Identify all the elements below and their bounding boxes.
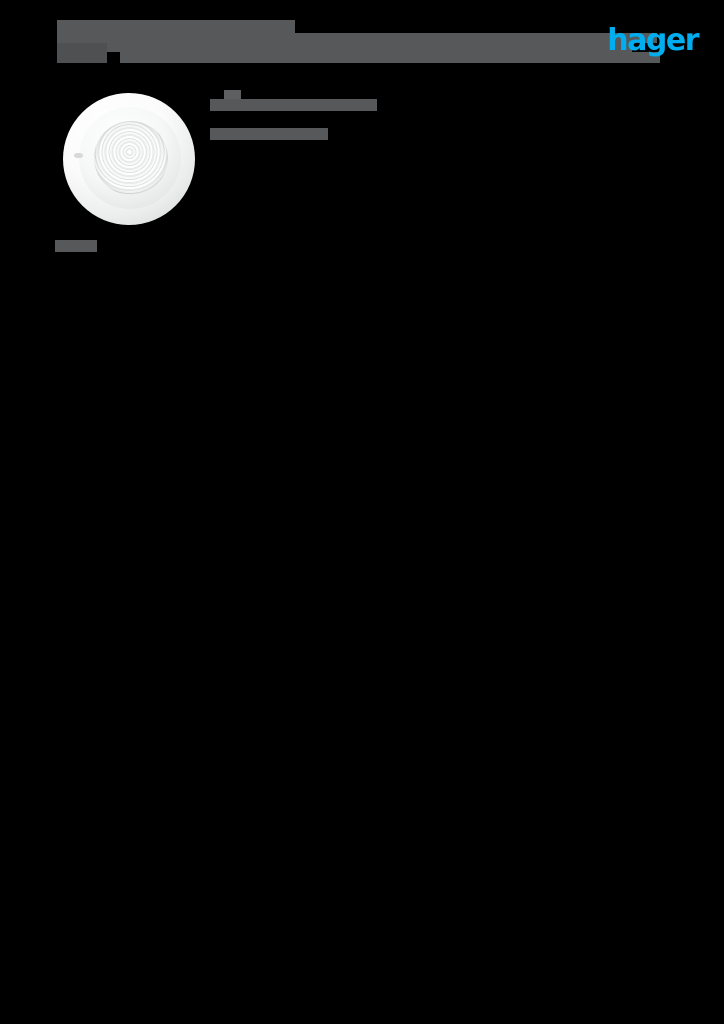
row-indent bbox=[0, 206, 8, 211]
section-icon bbox=[224, 90, 241, 99]
header-subtitle-line bbox=[107, 43, 632, 52]
footer-gap bbox=[0, 433, 14, 441]
footer-gap bbox=[0, 451, 170, 477]
footer-gap bbox=[0, 409, 10, 418]
hager-logo-text: hager bbox=[607, 23, 699, 58]
page-header: hager bbox=[0, 0, 724, 78]
detector-fresnel-lens bbox=[94, 121, 168, 195]
table-row bbox=[0, 317, 474, 343]
header-subtitle-left bbox=[57, 43, 107, 63]
section-subheading bbox=[210, 128, 328, 140]
row-indent bbox=[0, 111, 8, 116]
footer-gap bbox=[0, 395, 22, 409]
footer-url-box[interactable]: www.hager.com/gr bbox=[0, 503, 724, 521]
table-row bbox=[0, 295, 474, 317]
hager-logo: hager bbox=[602, 23, 699, 58]
detector-notch bbox=[74, 153, 83, 158]
product-figure bbox=[55, 88, 203, 258]
footer-gap bbox=[0, 418, 14, 425]
footer-gap bbox=[0, 477, 8, 503]
footer-gap bbox=[0, 343, 117, 369]
footer-gap bbox=[0, 441, 26, 451]
header-subtitle-line-2 bbox=[120, 52, 660, 63]
product-photo-presence-detector bbox=[63, 93, 195, 225]
row-leader bbox=[0, 301, 326, 307]
page-footer: www.hager.com/gr bbox=[0, 343, 724, 521]
section-heading bbox=[210, 99, 377, 111]
footer-url-text[interactable]: www.hager.com/gr bbox=[0, 503, 132, 520]
footer-gap bbox=[0, 425, 12, 433]
table-row bbox=[0, 253, 474, 295]
row-indent bbox=[0, 170, 8, 176]
header-title bbox=[57, 20, 295, 36]
footer-gap bbox=[0, 369, 10, 395]
product-code bbox=[55, 240, 97, 252]
row-leader bbox=[0, 335, 262, 341]
header-title-rule bbox=[57, 33, 657, 43]
